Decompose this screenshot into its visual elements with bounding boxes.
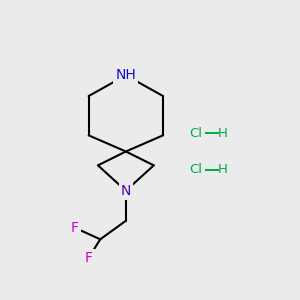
Text: F: F bbox=[71, 221, 79, 235]
Text: F: F bbox=[85, 251, 93, 265]
Text: Cl: Cl bbox=[189, 127, 202, 140]
Text: Cl: Cl bbox=[189, 164, 202, 176]
Text: H: H bbox=[218, 127, 227, 140]
Text: H: H bbox=[218, 164, 227, 176]
Text: NH: NH bbox=[116, 68, 136, 82]
Text: N: N bbox=[121, 184, 131, 198]
